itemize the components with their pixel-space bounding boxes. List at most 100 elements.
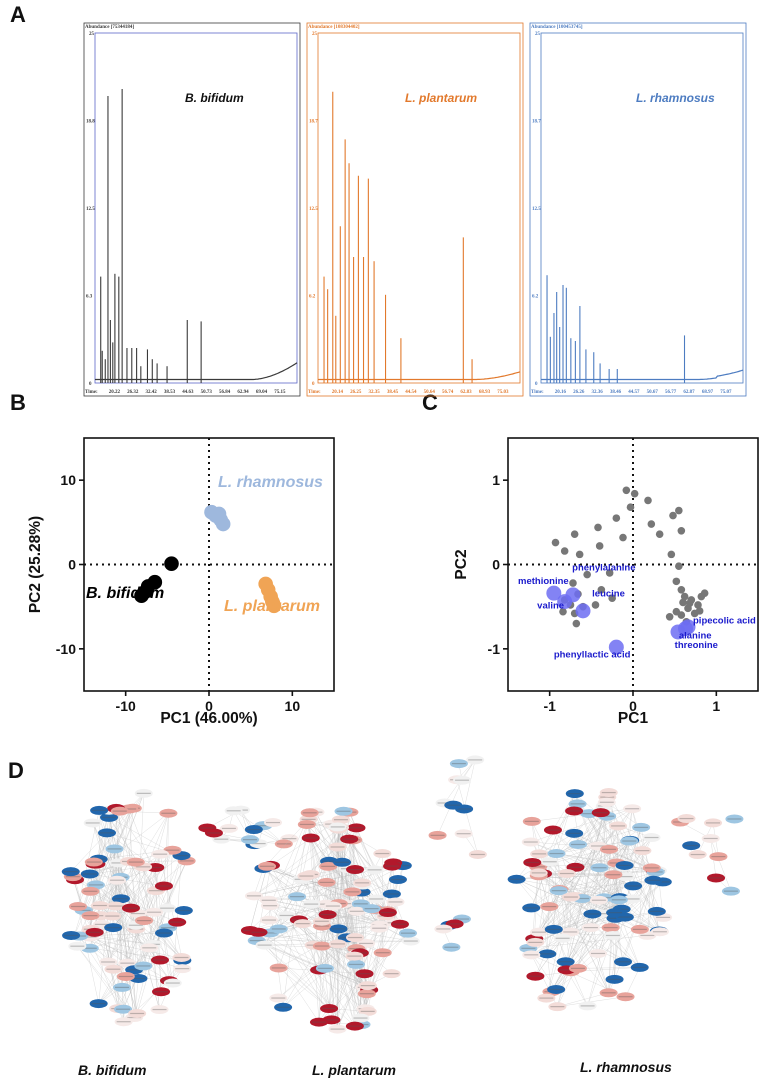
network-node[interactable]	[378, 908, 397, 918]
network-node[interactable]	[104, 964, 123, 974]
network-node[interactable]	[126, 857, 145, 867]
network-node[interactable]	[632, 822, 651, 832]
network-node[interactable]	[386, 897, 405, 907]
network-node[interactable]	[522, 903, 541, 913]
loading-point[interactable]	[672, 607, 681, 616]
highlighted-point-leucine[interactable]	[575, 603, 591, 619]
network-node[interactable]	[609, 821, 628, 831]
network-node[interactable]	[507, 874, 526, 884]
network-node[interactable]	[158, 903, 177, 913]
network-node[interactable]	[340, 834, 359, 844]
loading-point[interactable]	[630, 489, 639, 498]
network-node[interactable]	[168, 917, 187, 927]
network-node[interactable]	[204, 828, 223, 838]
loading-point[interactable]	[608, 594, 616, 603]
network-node[interactable]	[85, 927, 104, 937]
network-node[interactable]	[172, 952, 191, 962]
loading-point[interactable]	[679, 598, 687, 607]
loading-point[interactable]	[595, 542, 604, 550]
loading-point[interactable]	[569, 579, 577, 587]
network-node[interactable]	[401, 936, 420, 946]
network-node[interactable]	[568, 799, 587, 809]
highlighted-point-threonine[interactable]	[670, 624, 686, 640]
loading-point[interactable]	[695, 607, 704, 615]
network-node[interactable]	[688, 850, 707, 860]
loading-point[interactable]	[669, 511, 677, 520]
score-point[interactable]	[266, 598, 282, 614]
highlighted-point-methionine[interactable]	[546, 585, 562, 601]
network-node[interactable]	[615, 860, 634, 870]
network-node[interactable]	[677, 814, 696, 824]
network-node[interactable]	[90, 901, 109, 911]
network-node[interactable]	[353, 878, 372, 888]
loading-point[interactable]	[570, 530, 579, 538]
network-node[interactable]	[588, 948, 607, 958]
network-node[interactable]	[547, 849, 566, 859]
network-node[interactable]	[597, 797, 616, 807]
network-node[interactable]	[302, 899, 321, 909]
network-node[interactable]	[565, 806, 584, 816]
network-node[interactable]	[319, 861, 338, 871]
network-node[interactable]	[428, 830, 447, 840]
network-node[interactable]	[174, 906, 193, 916]
network-node[interactable]	[128, 1008, 147, 1018]
network-node[interactable]	[565, 828, 584, 838]
network-node[interactable]	[623, 804, 642, 814]
network-node[interactable]	[269, 963, 288, 973]
network-node[interactable]	[601, 923, 620, 933]
network-node[interactable]	[449, 759, 468, 769]
network-node[interactable]	[343, 887, 362, 897]
network-node[interactable]	[69, 901, 88, 911]
network-node[interactable]	[274, 1002, 293, 1012]
network-node[interactable]	[328, 1024, 347, 1034]
network-node[interactable]	[68, 941, 87, 951]
loading-point[interactable]	[680, 592, 689, 601]
network-node[interactable]	[317, 877, 336, 887]
network-node[interactable]	[704, 818, 723, 828]
highlighted-point-phenyllactic-acid[interactable]	[608, 639, 624, 655]
network-node[interactable]	[370, 923, 389, 933]
network-node[interactable]	[355, 969, 374, 979]
loading-point[interactable]	[619, 533, 627, 542]
loading-point[interactable]	[551, 538, 560, 547]
network-node[interactable]	[315, 963, 334, 973]
network-node[interactable]	[442, 942, 461, 952]
network-node[interactable]	[80, 869, 99, 879]
network-node[interactable]	[224, 806, 243, 816]
loading-point[interactable]	[622, 486, 631, 495]
loading-point[interactable]	[665, 612, 674, 621]
network-node[interactable]	[604, 870, 623, 880]
network-node[interactable]	[590, 863, 609, 873]
network-node[interactable]	[345, 951, 364, 961]
network-node[interactable]	[269, 924, 288, 934]
network-node[interactable]	[599, 988, 618, 998]
network-node[interactable]	[565, 789, 584, 799]
network-node[interactable]	[145, 907, 164, 917]
network-node[interactable]	[373, 849, 392, 859]
loading-point[interactable]	[575, 550, 584, 559]
network-node[interactable]	[263, 818, 282, 828]
network-node[interactable]	[255, 940, 274, 950]
network-node[interactable]	[81, 886, 100, 896]
network-node[interactable]	[318, 910, 337, 920]
network-node[interactable]	[152, 987, 171, 997]
network-node[interactable]	[219, 823, 238, 833]
network-node[interactable]	[642, 863, 661, 873]
network-node[interactable]	[103, 911, 122, 921]
network-node[interactable]	[549, 886, 568, 896]
network-node[interactable]	[328, 842, 347, 852]
network-node[interactable]	[334, 806, 353, 816]
network-node[interactable]	[725, 814, 744, 824]
network-node[interactable]	[707, 873, 726, 883]
network-node[interactable]	[583, 909, 602, 919]
network-node[interactable]	[650, 927, 669, 937]
network-node[interactable]	[269, 993, 288, 1003]
network-node[interactable]	[259, 915, 278, 925]
network-node[interactable]	[529, 868, 548, 878]
network-node[interactable]	[630, 962, 649, 972]
network-node[interactable]	[569, 839, 588, 849]
network-node[interactable]	[293, 919, 312, 929]
network-node[interactable]	[362, 904, 381, 914]
network-node[interactable]	[163, 978, 182, 988]
network-node[interactable]	[155, 928, 174, 938]
